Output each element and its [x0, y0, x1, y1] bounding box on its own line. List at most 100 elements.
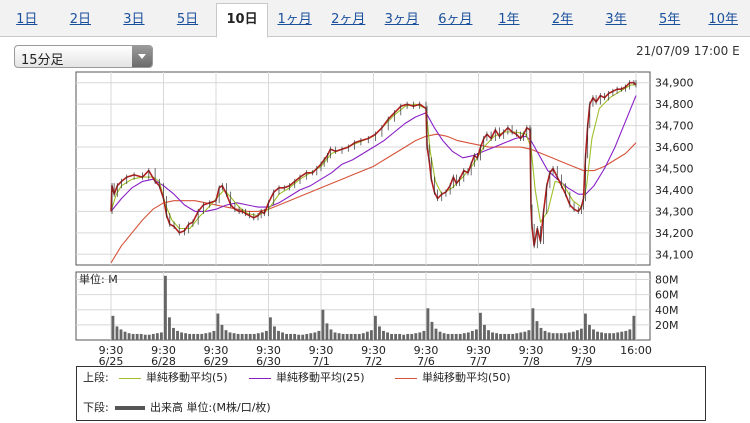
volume-bar — [369, 330, 373, 340]
tab-3年[interactable]: 3年 — [605, 12, 627, 27]
volume-bar — [386, 332, 389, 340]
volume-bar — [317, 330, 321, 340]
tab-3ヶ月[interactable]: 3ヶ月 — [384, 12, 419, 27]
volume-bar — [438, 331, 442, 340]
volume-bar — [111, 315, 115, 340]
volume-bar — [196, 333, 200, 340]
tab-6ヶ月[interactable]: 6ヶ月 — [438, 12, 473, 27]
volume-bar — [220, 324, 224, 340]
x-tick-time: 16:00 — [620, 344, 652, 357]
ma25-label: 単純移動平均(25) — [276, 371, 365, 384]
volume-bar — [382, 330, 385, 340]
volume-bar — [487, 330, 490, 340]
volume-bar — [333, 332, 337, 340]
volume-bar — [188, 333, 192, 340]
data-timestamp: 21/07/09 17:00 E — [636, 44, 740, 58]
volume-bar — [155, 333, 159, 340]
ma50-label: 単純移動平均(50) — [422, 371, 511, 384]
volume-bar — [466, 332, 470, 340]
volume-bar — [491, 332, 494, 340]
x-tick-time: 9:30 — [414, 344, 439, 357]
volume-label: 出来高 単位:(M株/口/枚) — [150, 401, 271, 414]
tab-2年[interactable]: 2年 — [551, 12, 574, 27]
volume-bar — [349, 333, 353, 340]
volume-bar — [172, 327, 175, 340]
price-y-tick: 34,400 — [655, 184, 694, 197]
volume-bar — [474, 329, 478, 340]
volume-bar — [293, 333, 297, 340]
volume-bar — [341, 333, 345, 340]
volume-bar — [151, 333, 155, 340]
volume-bar — [418, 332, 422, 340]
volume-bar — [365, 331, 369, 340]
tab-5日[interactable]: 5日 — [176, 12, 199, 27]
volume-bar — [260, 332, 264, 340]
volume-bar — [559, 333, 563, 340]
volume-bar — [164, 275, 167, 340]
volume-bar — [289, 333, 293, 340]
tab-3日[interactable]: 3日 — [123, 12, 145, 27]
volume-bar — [555, 333, 559, 340]
volume-bar — [236, 333, 240, 340]
volume-y-tick: 20M — [655, 319, 679, 332]
volume-bar — [281, 332, 284, 340]
volume-bar — [212, 330, 216, 340]
x-tick-date: 6/25 — [99, 355, 124, 366]
x-tick-time: 9:30 — [204, 344, 229, 357]
legend-ma50: 単純移動平均(50) — [395, 370, 511, 386]
volume-bar — [462, 333, 466, 340]
volume-bar — [353, 333, 357, 340]
volume-bar — [632, 315, 636, 340]
volume-bar — [143, 334, 147, 340]
volume-bar — [297, 334, 301, 340]
volume-bar — [584, 313, 587, 340]
volume-unit-label: 単位: M — [79, 272, 118, 286]
volume-bar — [216, 313, 220, 340]
volume-bar — [309, 333, 313, 340]
legend-volume: 出来高 単位:(M株/口/枚) — [115, 400, 271, 416]
tab-2ヶ月[interactable]: 2ヶ月 — [331, 12, 366, 27]
volume-bar — [224, 330, 228, 340]
volume-bar — [624, 330, 628, 340]
price-y-tick: 34,800 — [655, 98, 694, 111]
x-tick-time: 9:30 — [361, 344, 386, 357]
tab-1年[interactable]: 1年 — [498, 12, 520, 27]
volume-bar — [519, 332, 523, 340]
volume-bar — [608, 333, 612, 340]
period-tabs: 1日 2日 3日 5日 10日 1ヶ月 2ヶ月 3ヶ月 6ヶ月 1年 2年 3年 5年 10年 — [0, 0, 750, 38]
volume-panel-frame — [75, 271, 651, 341]
volume-bar — [345, 333, 349, 340]
tab-10日[interactable]: 10日 — [216, 3, 268, 38]
tab-1日[interactable]: 1日 — [16, 12, 38, 27]
volume-bar — [571, 331, 575, 340]
volume-bar — [430, 321, 434, 340]
volume-y-tick: 80M — [655, 274, 679, 287]
volume-bar — [325, 323, 329, 340]
volume-bar — [503, 333, 507, 340]
volume-bar — [398, 333, 402, 340]
volume-bar — [535, 321, 539, 340]
bar-interval-select[interactable]: 15分足 — [14, 45, 153, 68]
volume-bar — [176, 330, 179, 340]
tab-1ヶ月[interactable]: 1ヶ月 — [277, 12, 312, 27]
chevron-down-icon[interactable] — [132, 46, 152, 67]
volume-bar — [495, 333, 498, 340]
tab-5年[interactable]: 5年 — [658, 12, 681, 27]
volume-bar — [414, 333, 418, 340]
x-tick-time: 9:30 — [151, 344, 176, 357]
volume-bar — [269, 317, 272, 340]
ma5-swatch — [119, 377, 141, 379]
x-tick-date: 7/8 — [522, 355, 540, 366]
tab-2日[interactable]: 2日 — [69, 12, 91, 27]
volume-bar — [192, 333, 196, 340]
tab-10年[interactable]: 10年 — [708, 12, 738, 27]
volume-bar — [329, 329, 333, 340]
volume-bar — [119, 329, 123, 340]
volume-bar — [575, 330, 579, 340]
volume-bar — [123, 331, 127, 340]
volume-bar — [563, 333, 567, 340]
volume-bar — [551, 333, 555, 340]
x-tick-time: 9:30 — [571, 344, 596, 357]
volume-bar — [168, 317, 171, 340]
volume-bar — [406, 333, 410, 340]
